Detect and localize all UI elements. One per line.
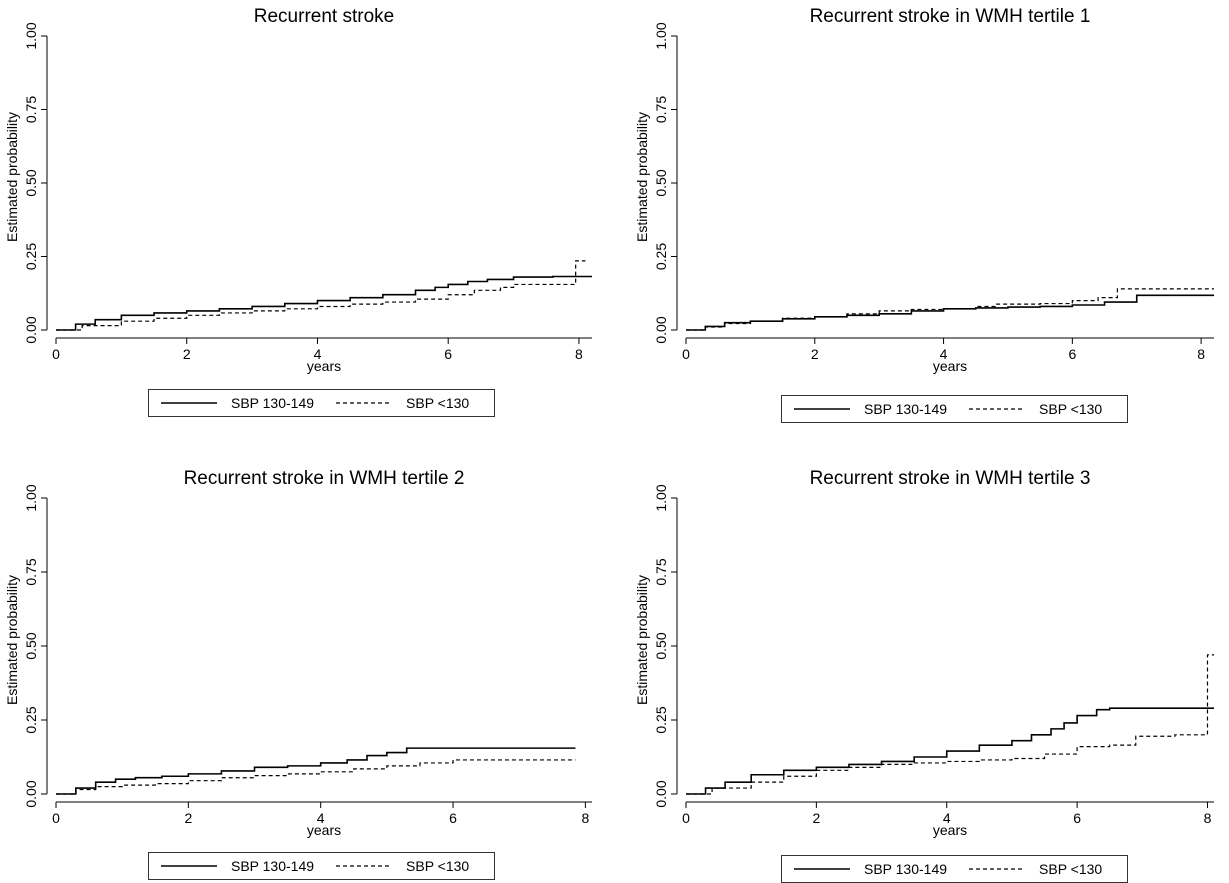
- x-axis-label: years: [307, 822, 341, 838]
- y-axis-label: Estimated probability: [4, 575, 20, 705]
- chart-panel-2: Recurrent stroke in WMH tertile 1 0 2 4 6 8 0.…: [614, 0, 1228, 440]
- legend-label: SBP <130: [1039, 861, 1103, 877]
- y-tick-label: 1.00: [653, 22, 669, 49]
- series-line-sbp-130-149: [686, 294, 1214, 331]
- y-axis-label: Estimated probability: [634, 112, 650, 242]
- y-tick-label: 1.00: [23, 22, 39, 49]
- legend-item: SBP 130-149: [161, 858, 314, 874]
- chart-title: Recurrent stroke in WMH tertile 3: [810, 468, 1091, 489]
- series-line-sbp-under-130: [56, 759, 576, 795]
- y-tick-label: 0.25: [653, 706, 669, 733]
- legend-label: SBP 130-149: [864, 861, 948, 877]
- y-tick-label: 0.75: [653, 96, 669, 123]
- legend-label: SBP 130-149: [231, 395, 315, 411]
- x-tick-label: 4: [314, 346, 322, 362]
- chart-panel-4: Recurrent stroke in WMH tertile 3 0 2 4 6 8 0.…: [614, 440, 1228, 883]
- x-tick-label: 4: [943, 810, 951, 826]
- x-tick-label: 4: [317, 810, 325, 826]
- chart-svg-4: Recurrent stroke in WMH tertile 3 0 2 4 6 8 0.…: [634, 468, 1214, 838]
- legend-swatch: [969, 868, 1026, 870]
- legend-label: SBP <130: [406, 395, 470, 411]
- x-tick-label: 0: [52, 346, 60, 362]
- legend-swatch: [969, 408, 1026, 410]
- series-line-sbp-under-130: [56, 260, 586, 331]
- y-tick-label: 1.00: [653, 484, 669, 511]
- x-tick-label: 2: [812, 810, 820, 826]
- chart-svg-1: Recurrent stroke 0 2 4 6 8 0.00 0.25 0.50 0.75 1.0…: [4, 6, 592, 374]
- y-tick-label: 0.50: [23, 632, 39, 659]
- x-tick-label: 2: [184, 810, 192, 826]
- x-tick-label: 2: [811, 346, 819, 362]
- x-tick-label: 4: [940, 346, 948, 362]
- legend-item: SBP 130-149: [794, 401, 947, 417]
- series-line-sbp-130-149: [686, 707, 1214, 795]
- series-line-sbp-130-149: [56, 275, 592, 331]
- legend-label: SBP 130-149: [864, 401, 948, 417]
- legend-label: SBP <130: [1039, 401, 1103, 417]
- y-tick-label: 0.75: [23, 96, 39, 123]
- legend-item: SBP <130: [969, 861, 1102, 877]
- x-tick-label: 8: [581, 810, 589, 826]
- y-tick-label: 0.75: [653, 558, 669, 585]
- y-tick-label: 0.00: [653, 780, 669, 807]
- x-axis-label: years: [933, 358, 967, 374]
- y-tick-label: 0.50: [23, 169, 39, 196]
- legend-swatch: [161, 865, 217, 867]
- legend-swatch: [161, 402, 217, 404]
- x-tick-label: 6: [1068, 346, 1076, 362]
- y-tick-label: 0.50: [653, 632, 669, 659]
- legend-label: SBP <130: [406, 858, 470, 874]
- chart-panel-3: Recurrent stroke in WMH tertile 2 0 2 4 6 8 0.…: [0, 440, 614, 880]
- x-tick-label: 0: [52, 810, 60, 826]
- legend: SBP 130-149 SBP <130: [781, 395, 1128, 423]
- legend-swatch: [794, 408, 850, 410]
- x-tick-label: 2: [183, 346, 191, 362]
- chart-title: Recurrent stroke in WMH tertile 2: [184, 468, 465, 489]
- x-tick-label: 6: [449, 810, 457, 826]
- y-tick-label: 0.25: [23, 706, 39, 733]
- y-axis-label: Estimated probability: [4, 112, 20, 242]
- x-tick-label: 6: [1073, 810, 1081, 826]
- series-line-sbp-under-130: [686, 288, 1214, 331]
- x-axis-label: years: [307, 358, 341, 374]
- y-tick-label: 0.00: [23, 780, 39, 807]
- legend-item: SBP <130: [336, 858, 469, 874]
- x-tick-label: 8: [575, 346, 583, 362]
- legend-item: SBP 130-149: [161, 395, 314, 411]
- legend: SBP 130-149 SBP <130: [781, 855, 1128, 883]
- series-line-sbp-130-149: [56, 747, 576, 795]
- legend-label: SBP 130-149: [231, 858, 315, 874]
- y-tick-label: 0.75: [23, 558, 39, 585]
- legend-item: SBP <130: [336, 395, 469, 411]
- legend-item: SBP 130-149: [794, 861, 947, 877]
- chart-svg-2: Recurrent stroke in WMH tertile 1 0 2 4 6 8 0.…: [634, 6, 1214, 374]
- chart-panel-1: Recurrent stroke 0 2 4 6 8 0.00 0.25 0.50 0.75 1.0…: [0, 0, 614, 440]
- legend-swatch: [336, 402, 393, 404]
- x-tick-label: 0: [682, 810, 690, 826]
- x-tick-label: 6: [444, 346, 452, 362]
- legend-item: SBP <130: [969, 401, 1102, 417]
- y-tick-label: 0.00: [653, 316, 669, 343]
- y-tick-label: 0.50: [653, 169, 669, 196]
- legend: SBP 130-149 SBP <130: [148, 852, 495, 880]
- y-tick-label: 0.25: [23, 243, 39, 270]
- legend: SBP 130-149 SBP <130: [148, 389, 495, 417]
- series-line-sbp-under-130: [686, 654, 1214, 795]
- y-tick-label: 0.00: [23, 316, 39, 343]
- y-axis-label: Estimated probability: [634, 575, 650, 705]
- x-tick-label: 8: [1204, 810, 1212, 826]
- legend-swatch: [336, 865, 393, 867]
- x-tick-label: 0: [682, 346, 690, 362]
- chart-title: Recurrent stroke: [254, 6, 394, 27]
- x-tick-label: 8: [1197, 346, 1205, 362]
- chart-svg-3: Recurrent stroke in WMH tertile 2 0 2 4 6 8 0.…: [4, 468, 592, 838]
- chart-title: Recurrent stroke in WMH tertile 1: [810, 6, 1091, 27]
- legend-swatch: [794, 868, 850, 870]
- y-tick-label: 1.00: [23, 484, 39, 511]
- y-tick-label: 0.25: [653, 243, 669, 270]
- x-axis-label: years: [933, 822, 967, 838]
